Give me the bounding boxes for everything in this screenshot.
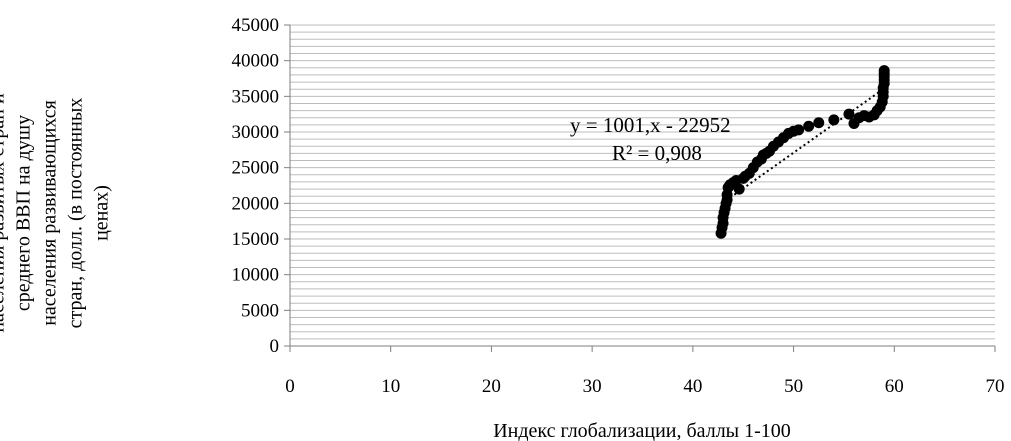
data-point bbox=[843, 108, 855, 120]
data-point bbox=[878, 65, 890, 77]
y-axis-title-line: ценах) bbox=[91, 185, 113, 241]
x-tick-label: 50 bbox=[784, 376, 803, 397]
y-tick-label: 45000 bbox=[232, 15, 280, 36]
x-tick-label: 40 bbox=[683, 376, 702, 397]
axes bbox=[289, 25, 995, 347]
x-tick-label: 20 bbox=[482, 376, 501, 397]
y-tick-label: 5000 bbox=[241, 300, 279, 321]
y-tick-label: 20000 bbox=[232, 193, 280, 214]
trendline bbox=[721, 87, 885, 205]
data-point bbox=[793, 124, 805, 136]
data-points bbox=[715, 65, 890, 239]
y-axis-title-line: среднего ВВП на душу bbox=[13, 115, 35, 311]
y-tick-labels: 0 5000 10000 15000 20000 25000 30000 35000 40000… bbox=[232, 15, 290, 357]
x-tick-labels: 0 10 20 30 40 50 60 70 bbox=[285, 346, 1005, 397]
y-axis-title-line: населения развитых стран и bbox=[0, 93, 9, 333]
x-axis-title: Индекс глобализации, баллы 1-100 bbox=[493, 420, 791, 441]
trendline-equation: y = 1001,x - 22952 bbox=[570, 113, 731, 137]
y-tick-label: 35000 bbox=[232, 86, 280, 107]
y-tick-label: 30000 bbox=[232, 122, 280, 143]
y-axis-title-line: стран, долл. (в постоянных bbox=[65, 98, 87, 329]
x-tick-label: 0 bbox=[285, 376, 295, 397]
y-axis-title-line: населения развивающихся bbox=[39, 100, 61, 326]
x-tick-label: 30 bbox=[583, 376, 602, 397]
x-tick-label: 70 bbox=[986, 376, 1005, 397]
trendline-r2: R² = 0,908 bbox=[612, 141, 702, 165]
data-point bbox=[803, 120, 815, 132]
y-tick-label: 10000 bbox=[232, 265, 280, 286]
trendline-group bbox=[721, 87, 885, 205]
y-tick-label: 25000 bbox=[232, 158, 280, 179]
data-point bbox=[813, 117, 825, 129]
data-point bbox=[733, 183, 745, 195]
x-tick-label: 60 bbox=[885, 376, 904, 397]
y-tick-label: 40000 bbox=[232, 51, 280, 72]
y-tick-label: 15000 bbox=[232, 229, 280, 250]
data-point bbox=[828, 114, 840, 126]
y-tick-label: 0 bbox=[270, 336, 280, 357]
x-tick-label: 10 bbox=[381, 376, 400, 397]
gridlines bbox=[290, 24, 995, 340]
